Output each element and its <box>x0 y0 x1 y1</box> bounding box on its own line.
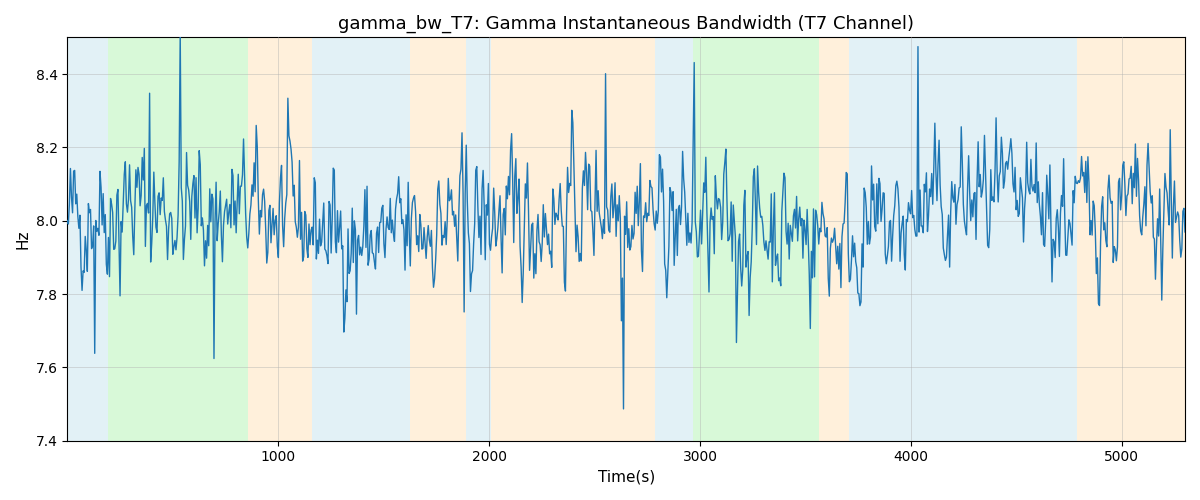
Bar <box>848 38 1078 440</box>
X-axis label: Time(s): Time(s) <box>598 470 655 485</box>
Bar <box>108 38 247 440</box>
Bar <box>491 38 655 440</box>
Bar <box>247 38 312 440</box>
Bar <box>1078 38 1186 440</box>
Bar <box>692 38 820 440</box>
Bar <box>655 38 692 440</box>
Bar <box>67 38 108 440</box>
Bar <box>820 38 848 440</box>
Bar <box>312 38 410 440</box>
Y-axis label: Hz: Hz <box>16 230 30 249</box>
Bar <box>410 38 466 440</box>
Bar <box>466 38 491 440</box>
Title: gamma_bw_T7: Gamma Instantaneous Bandwidth (T7 Channel): gamma_bw_T7: Gamma Instantaneous Bandwid… <box>338 15 914 34</box>
